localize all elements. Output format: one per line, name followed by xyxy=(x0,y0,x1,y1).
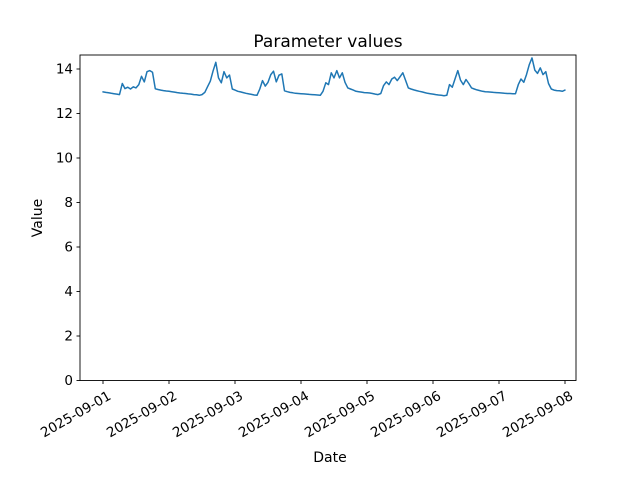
parameter-line-series xyxy=(102,57,566,97)
y-tick-label: 8 xyxy=(64,195,73,211)
y-tick-label: 2 xyxy=(64,329,73,345)
y-tick-label: 10 xyxy=(56,151,73,167)
x-tick-label: 2025-09-06 xyxy=(368,388,444,441)
x-tick-label: 2025-09-07 xyxy=(434,388,510,441)
x-axis-ticks: 2025-09-012025-09-022025-09-032025-09-04… xyxy=(38,380,576,441)
axes-spines xyxy=(79,54,577,381)
y-tick-label: 4 xyxy=(64,284,73,300)
x-tick-label: 2025-09-02 xyxy=(104,388,180,441)
data-series xyxy=(102,57,566,97)
y-axis-label: Value xyxy=(30,199,46,237)
y-tick-label: 14 xyxy=(56,62,73,78)
x-tick-label: 2025-09-08 xyxy=(500,388,576,441)
chart-title: Parameter values xyxy=(253,32,402,52)
y-tick-label: 12 xyxy=(56,106,73,122)
x-tick-label: 2025-09-05 xyxy=(302,388,378,441)
x-tick-label: 2025-09-03 xyxy=(170,388,246,441)
y-tick-label: 6 xyxy=(64,240,73,256)
y-tick-label: 0 xyxy=(64,373,73,389)
x-tick-label: 2025-09-04 xyxy=(236,388,312,441)
x-tick-label: 2025-09-01 xyxy=(38,388,114,441)
y-axis-ticks: 0 2 4 6 8 10 12 14 xyxy=(56,62,80,389)
x-axis-label: Date xyxy=(313,450,346,466)
